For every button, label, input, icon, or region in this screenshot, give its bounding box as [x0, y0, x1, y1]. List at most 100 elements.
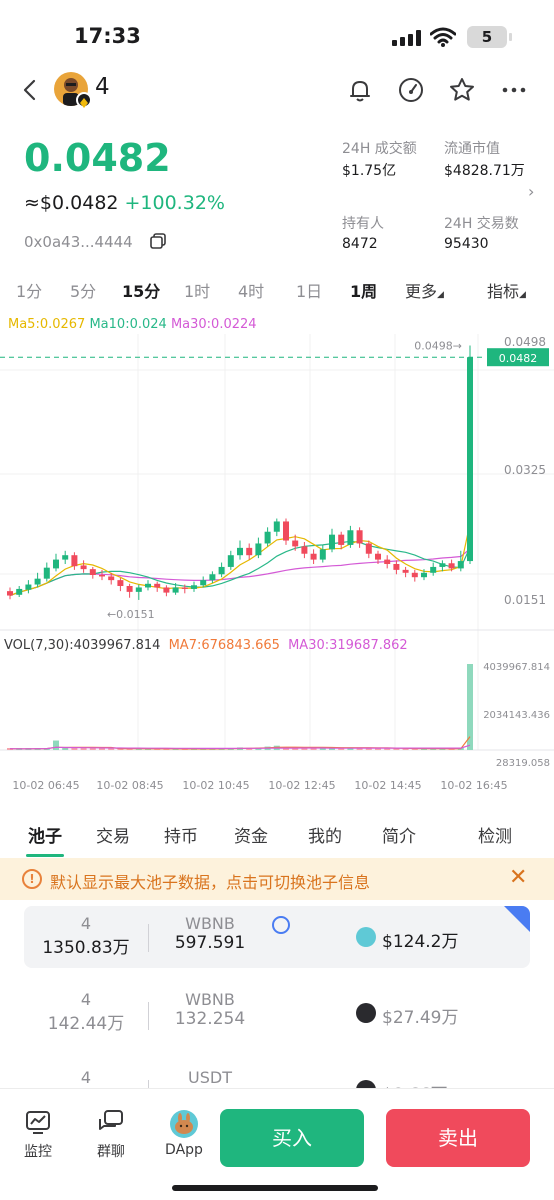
usd-price: ≈$0.0482 — [24, 192, 119, 214]
candle — [319, 549, 326, 560]
pool-pair-amount: 132.254 — [174, 1009, 246, 1029]
current-price-tag: 0.0482 — [499, 352, 538, 365]
candle — [457, 561, 464, 569]
x-axis-label: 10-02 14:45 — [354, 779, 421, 792]
holders-label: 持有人 — [342, 216, 384, 232]
vol-axis-label: 4039967.814 — [483, 662, 550, 673]
candle — [71, 555, 78, 567]
tf-4h[interactable]: 4时 — [238, 282, 265, 301]
tab-holders[interactable]: 持币 — [164, 827, 198, 847]
volume-bar — [89, 748, 96, 750]
bottom-bar: 监控 群聊 DApp 买入 卖出 — [0, 1088, 554, 1200]
candle — [7, 591, 13, 596]
dapp-label: DApp — [165, 1142, 203, 1158]
pool-pair: USDT — [188, 1068, 232, 1087]
volume-bar — [246, 747, 253, 750]
tf-1h[interactable]: 1时 — [184, 282, 211, 301]
x-axis-label: 10-02 10:45 — [182, 779, 249, 792]
buy-button[interactable]: 买入 — [220, 1109, 364, 1167]
ma30-label: Ma30:0.0224 — [170, 317, 257, 332]
volume-bar — [53, 740, 59, 750]
candle — [375, 553, 381, 560]
more-icon[interactable] — [500, 76, 528, 104]
pool-notice[interactable]: ! 默认显示最大池子数据，点击可切换池子信息 ✕ — [0, 858, 554, 900]
pool-token-amount: 1350.83万 — [42, 938, 130, 958]
volume-bar — [384, 748, 391, 750]
pool-row[interactable]: 4 1350.83万 WBNB 597.591 $124.2万 — [24, 906, 530, 968]
vol-legend: VOL(7,30):4039967.814 MA7:676843.665 MA3… — [4, 638, 408, 653]
tab-trades[interactable]: 交易 — [96, 827, 130, 847]
candle — [421, 572, 427, 578]
tf-1w[interactable]: 1周 — [350, 282, 378, 301]
timeframe-bar: 1分 5分 15分 1时 4时 1日 1周 更多◢ 指标◢ — [0, 272, 554, 304]
candle — [172, 587, 179, 593]
chat-button[interactable]: 群聊 — [83, 1109, 139, 1161]
mcap-label: 流通市值 — [444, 141, 500, 157]
tab-check[interactable]: 检测 — [478, 827, 512, 847]
header: 4 — [0, 68, 554, 112]
dapp-button[interactable]: DApp — [156, 1109, 212, 1158]
pool-pair-col: USDT — [150, 1068, 270, 1087]
candle — [62, 555, 69, 560]
pool-row[interactable]: 4 142.44万 WBNB 132.254 $27.49万 — [24, 984, 530, 1046]
back-icon[interactable] — [20, 78, 40, 102]
triangle-icon: ◢ — [437, 290, 444, 300]
indicator-button[interactable]: 指标◢ — [487, 278, 526, 302]
candle — [209, 574, 216, 581]
tab-pool[interactable]: 池子 — [28, 827, 62, 847]
volume-label: 24H 成交额 — [342, 141, 417, 157]
tf-1d[interactable]: 1日 — [296, 282, 323, 301]
pool-divider — [148, 1002, 149, 1030]
candle — [264, 531, 271, 544]
candle — [191, 585, 197, 589]
chevron-right-icon[interactable]: › — [528, 182, 535, 201]
vol-ma30-label: MA30:319687.862 — [288, 638, 408, 653]
candle — [365, 543, 372, 554]
pool-pair-col: WBNB 132.254 — [150, 990, 270, 1029]
volume-bar — [80, 748, 87, 750]
tf-1m[interactable]: 1分 — [16, 282, 43, 301]
pool-pair-col: WBNB 597.591 — [150, 914, 270, 953]
candle — [89, 569, 96, 575]
close-icon[interactable]: ✕ — [509, 865, 528, 890]
usd-price-line: ≈$0.0482 +100.32% — [24, 192, 225, 214]
high-marker: 0.0498→ — [414, 339, 462, 352]
pool-token-col: 4 142.44万 — [24, 990, 148, 1034]
sell-button[interactable]: 卖出 — [386, 1109, 530, 1167]
pool-tvl: $124.2万 — [382, 932, 459, 952]
tab-intro[interactable]: 简介 — [382, 827, 416, 847]
selected-check-icon — [504, 906, 530, 932]
candle — [154, 583, 161, 588]
tf-more[interactable]: 更多◢ — [405, 278, 444, 302]
vol-axis-label: 2034143.436 — [483, 710, 550, 721]
status-bar: 17:33 5 — [0, 0, 554, 72]
chain-badge-icon — [76, 92, 92, 108]
uniswap-v3-icon — [356, 1003, 376, 1023]
volume-bar — [99, 748, 105, 750]
volume-bar — [62, 748, 69, 750]
price-axis-label: 0.0151 — [504, 593, 546, 607]
battery-icon: 5 — [467, 26, 507, 48]
candle — [218, 566, 225, 575]
star-icon[interactable] — [448, 76, 476, 104]
contract-address: 0x0a43...4444 — [24, 233, 133, 251]
price-chart[interactable]: 0.0498 0.0325 0.0151 0.0482 0.0498→ ←0.0151 40… — [0, 334, 554, 794]
candle — [53, 559, 59, 569]
tf-5m[interactable]: 5分 — [70, 282, 97, 301]
copy-icon[interactable] — [150, 233, 166, 249]
candle — [439, 563, 446, 567]
chat-icon — [99, 1110, 123, 1130]
candle — [329, 534, 335, 550]
tab-funds[interactable]: 资金 — [234, 827, 268, 847]
bell-icon[interactable] — [346, 76, 374, 104]
tf-15m[interactable]: 15分 — [122, 282, 161, 301]
candle — [393, 564, 400, 570]
tf-more-label: 更多 — [405, 282, 438, 301]
speedometer-icon[interactable] — [397, 76, 425, 104]
pool-token: 4 — [80, 914, 92, 933]
candle — [163, 587, 170, 593]
tab-mine[interactable]: 我的 — [308, 827, 342, 847]
vol-ma30-line — [9, 744, 471, 750]
candle — [16, 588, 23, 595]
monitor-button[interactable]: 监控 — [10, 1109, 66, 1161]
